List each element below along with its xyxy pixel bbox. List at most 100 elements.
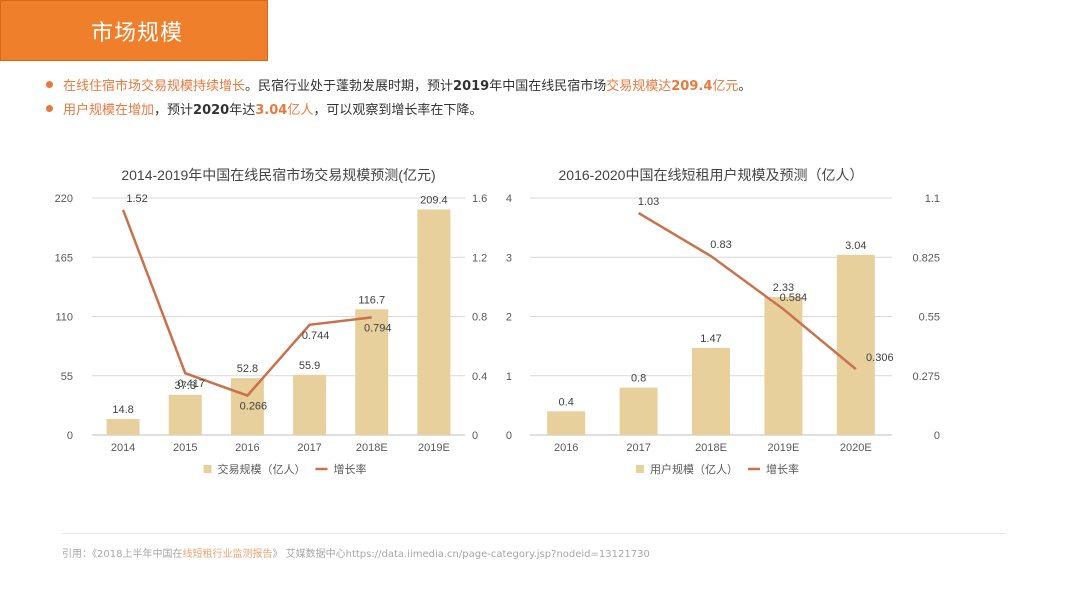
y2-tick-label: 1.2 <box>472 252 487 264</box>
bullet-item-1: 在线住宿市场交易规模持续增长。民宿行业处于蓬勃发展时期，预计2019年中国在线民… <box>46 76 751 100</box>
footer-text: 引用：《2018上半年中国在 <box>62 549 183 560</box>
x-tick-label: 2014 <box>111 442 135 454</box>
legend-label: 用户规模（亿人） <box>650 462 738 476</box>
x-tick-label: 2020E <box>840 442 872 454</box>
y-tick-label: 3 <box>506 252 512 264</box>
bullet-text: ，预计 <box>154 103 194 118</box>
bar <box>619 387 658 435</box>
chart-title: 2014-2019年中国在线民宿市场交易规模预测(亿元) <box>121 167 435 183</box>
x-tick-label: 2018E <box>356 442 388 454</box>
line-value-label: 0.584 <box>780 292 808 304</box>
y-tick-label: 0 <box>67 430 73 442</box>
y-tick-label: 0 <box>506 430 512 442</box>
line-value-label: 1.52 <box>126 193 147 205</box>
y2-tick-label: 0.275 <box>912 371 940 383</box>
y2-tick-label: 0.825 <box>912 252 940 264</box>
footer-citation: 引用：《2018上半年中国在线短租行业监测报告》 艾媒数据中心https://d… <box>62 545 650 560</box>
bar <box>355 309 389 435</box>
bullet-text: 。民宿行业处于蓬勃发展时期，预计 <box>245 79 454 94</box>
y2-tick-label: 1.1 <box>925 193 940 205</box>
bullet-text: 3.04 <box>255 103 288 118</box>
y-tick-label: 165 <box>55 252 73 264</box>
bullet-text: 亿元 <box>712 79 739 94</box>
y-tick-label: 4 <box>506 193 512 205</box>
y-tick-label: 220 <box>55 193 73 205</box>
bar <box>692 347 730 435</box>
y-tick-label: 2 <box>506 312 512 324</box>
bullet-text: 在线住宿市场交易规模持续增长 <box>63 79 246 94</box>
x-tick-label: 2019E <box>767 442 799 454</box>
x-tick-label: 2015 <box>173 442 197 454</box>
legend-label: 增长率 <box>766 462 799 476</box>
legend-bar-swatch <box>636 465 644 473</box>
legend-label: 交易规模（亿人） <box>218 462 306 476</box>
x-tick-label: 2018E <box>695 442 727 454</box>
growth-rate-line <box>637 212 857 371</box>
bullet-dot-icon <box>46 105 53 112</box>
bullet-text: 交易规模达 <box>606 79 672 94</box>
footer-text: 》 艾媒数据中心https://data.iimedia.cn/page-cat… <box>272 549 650 560</box>
page-title: 市场规模 <box>91 21 184 46</box>
footer-text: 线短租行业监测报告 <box>182 549 273 560</box>
bullet-text: 年中国在线民宿市场 <box>489 79 607 94</box>
bar-value-label: 116.7 <box>358 294 385 306</box>
line-value-label: 0.266 <box>240 401 268 413</box>
bar <box>293 374 327 435</box>
y2-tick-label: 0.8 <box>472 312 487 324</box>
line-value-label: 0.794 <box>364 322 392 334</box>
bar <box>106 419 140 435</box>
x-tick-label: 2017 <box>297 442 321 454</box>
y2-tick-label: 0.55 <box>919 312 940 324</box>
x-tick-label: 2017 <box>626 442 650 454</box>
bullet-text: 亿人 <box>287 103 314 118</box>
x-tick-label: 2016 <box>554 442 578 454</box>
bar-value-label: 209.4 <box>420 194 448 206</box>
bar-value-label: 1.47 <box>700 333 721 345</box>
bar-value-label: 55.9 <box>299 360 320 372</box>
y-tick-label: 110 <box>55 312 73 324</box>
bullet-list: 在线住宿市场交易规模持续增长。民宿行业处于蓬勃发展时期，预计2019年中国在线民… <box>46 76 751 124</box>
bullet-text: 用户规模在增加 <box>63 103 155 118</box>
bullet-text: 。 <box>738 79 752 94</box>
bullet-text: ，可以观察到增长率在下降。 <box>313 103 483 118</box>
bullet-text: 2020 <box>193 103 230 118</box>
x-tick-label: 2016 <box>235 442 259 454</box>
bullet-item-2: 用户规模在增加，预计2020年达3.04亿人，可以观察到增长率在下降。 <box>46 100 751 124</box>
bullet-dot-icon <box>46 81 53 88</box>
bar-value-label: 3.04 <box>845 240 866 252</box>
bar-value-label: 2.33 <box>773 282 794 294</box>
header-banner: 市场规模 <box>0 0 268 61</box>
bar <box>764 296 803 435</box>
bar-value-label: 37.3 <box>175 380 196 392</box>
line-value-label: 0.744 <box>302 330 330 342</box>
bar-value-label: 0.8 <box>631 373 646 385</box>
x-tick-label: 2019E <box>418 442 450 454</box>
y2-tick-label: 0 <box>934 430 940 442</box>
bullet-text: 年达 <box>229 103 256 118</box>
chart-title: 2016-2020中国在线短租用户规模及预测（亿人） <box>559 167 864 183</box>
y2-tick-label: 0.4 <box>472 371 487 383</box>
bar <box>836 254 875 435</box>
bullet-text: 2019 <box>453 79 490 94</box>
legend-bar-swatch <box>203 465 212 473</box>
y-tick-label: 55 <box>61 371 73 383</box>
chart-market-size: 2014-2019年中国在线民宿市场交易规模预测(亿元) 0 55 110 165 220… <box>55 167 488 476</box>
y2-tick-label: 1.6 <box>472 193 487 205</box>
bullet-text: 209.4 <box>671 79 713 94</box>
bar-value-label: 0.4 <box>559 396 574 408</box>
bar <box>417 209 451 435</box>
bar-value-label: 14.8 <box>112 404 133 416</box>
line-value-label: 0.83 <box>710 239 731 251</box>
line-value-label: 0.417 <box>177 378 205 390</box>
bar <box>547 411 586 435</box>
line-value-label: 0.306 <box>866 352 894 364</box>
legend-label: 增长率 <box>334 462 367 476</box>
bar <box>230 378 264 435</box>
y-tick-label: 1 <box>506 371 512 383</box>
footer-divider <box>62 533 1006 534</box>
line-value-label: 1.03 <box>638 196 659 208</box>
chart-user-scale: 2016-2020中国在线短租用户规模及预测（亿人） 0 1 2 3 4 0 0.275 0.5… <box>506 167 940 476</box>
y2-tick-label: 0 <box>472 430 478 442</box>
bar-value-label: 52.8 <box>237 363 258 375</box>
bar <box>168 394 202 435</box>
